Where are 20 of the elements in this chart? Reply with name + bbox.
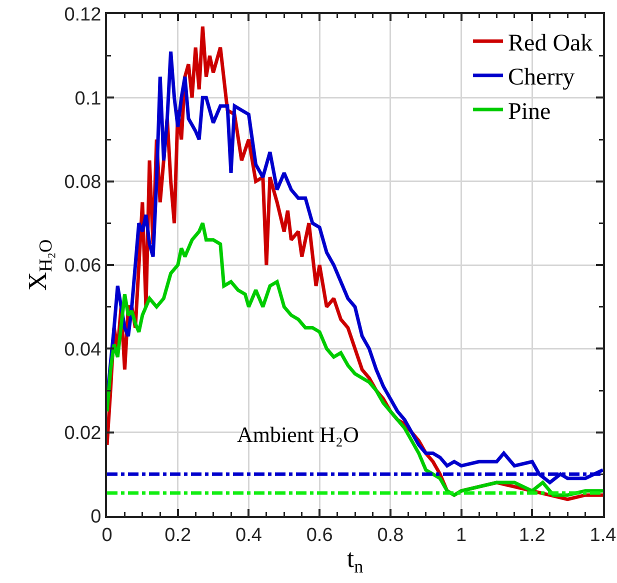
y-tick-label: 0.1 bbox=[74, 88, 102, 110]
x-tick-label: 0.6 bbox=[306, 524, 333, 546]
x-tick-label: 0.8 bbox=[377, 524, 404, 546]
y-tick-label: 0 bbox=[90, 506, 102, 528]
legend-label: Cherry bbox=[508, 64, 575, 91]
y-tick-label: 0.02 bbox=[64, 422, 102, 444]
legend-label: Pine bbox=[508, 98, 551, 125]
y-tick-label: 0.12 bbox=[64, 4, 102, 26]
x-tick-label: 0.4 bbox=[236, 524, 262, 546]
x-axis-title: t$_{n}$ bbox=[346, 544, 364, 576]
y-tick-label: 0.06 bbox=[64, 256, 102, 277]
legend-label: Red Oak bbox=[508, 30, 593, 56]
x-tick-label: 1.2 bbox=[518, 524, 546, 546]
x-tick-label: 0.2 bbox=[164, 524, 192, 546]
y-tick-label: 0.08 bbox=[64, 172, 102, 193]
x-tick-label: 1 bbox=[456, 524, 467, 546]
annotation: Ambient H₂O bbox=[237, 422, 359, 447]
line-series bbox=[107, 221, 603, 497]
y-tick-label: 0.04 bbox=[64, 339, 102, 360]
x-tick-label: 1.4 bbox=[590, 524, 617, 546]
